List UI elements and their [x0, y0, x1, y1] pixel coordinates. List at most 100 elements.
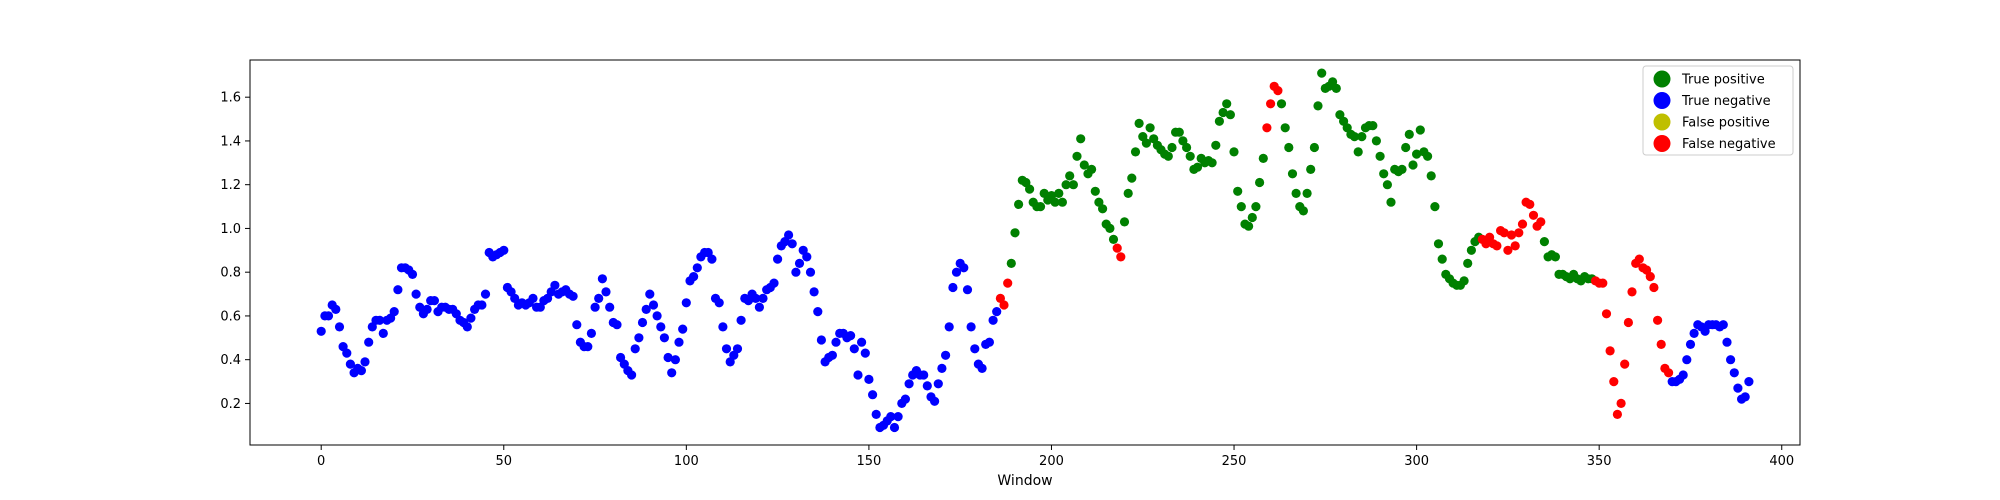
point-true-negative	[1682, 355, 1692, 365]
point-true-positive	[1218, 107, 1228, 118]
point-true-positive	[1382, 180, 1392, 190]
point-true-positive	[1466, 245, 1476, 255]
x-tick-label: 50	[495, 454, 512, 469]
point-true-negative	[422, 304, 432, 314]
point-true-positive	[1371, 136, 1381, 146]
point-false-negative	[1262, 123, 1272, 133]
point-true-positive	[1386, 197, 1396, 207]
point-true-negative	[331, 304, 341, 314]
legend-label: True negative	[1681, 94, 1771, 109]
point-true-positive	[1463, 258, 1473, 268]
point-true-negative	[831, 337, 841, 347]
point-false-negative	[1623, 317, 1633, 328]
point-true-positive	[1397, 164, 1407, 174]
point-true-negative	[791, 267, 801, 277]
point-false-negative	[1627, 287, 1637, 297]
point-true-negative	[773, 254, 783, 264]
point-true-negative	[681, 298, 691, 308]
point-true-negative	[462, 322, 472, 332]
point-true-positive	[1459, 276, 1469, 286]
point-true-negative	[813, 307, 823, 317]
point-true-positive	[1079, 160, 1089, 170]
x-tick-label: 300	[1404, 454, 1429, 469]
point-true-negative	[356, 366, 366, 376]
point-true-negative	[787, 239, 797, 249]
point-true-positive	[1284, 142, 1294, 153]
x-tick-label: 150	[856, 454, 881, 469]
point-true-negative	[827, 350, 838, 360]
y-axis: 0.2 0.4 0.6 0.8 1.0 1.2 1.4 1.6	[220, 91, 250, 412]
point-false-negative	[1514, 228, 1524, 238]
point-true-negative	[378, 328, 388, 338]
point-true-negative	[1744, 377, 1754, 387]
point-true-negative	[1722, 337, 1732, 347]
point-true-negative	[411, 289, 421, 299]
point-true-positive	[1182, 142, 1192, 153]
point-true-negative	[670, 355, 681, 365]
point-true-negative	[648, 300, 659, 310]
point-true-negative	[572, 320, 582, 330]
y-tick-label: 0.8	[220, 266, 241, 281]
y-tick-label: 1.2	[220, 178, 241, 193]
point-true-positive	[1539, 237, 1549, 247]
point-true-positive	[1276, 99, 1287, 109]
point-true-negative	[678, 324, 688, 334]
point-true-negative	[849, 344, 859, 354]
point-true-negative	[375, 315, 385, 325]
point-false-negative	[1536, 217, 1546, 227]
point-false-negative	[1605, 346, 1615, 356]
y-tick-label: 0.2	[220, 397, 241, 412]
point-true-negative	[627, 370, 637, 380]
point-true-negative	[597, 274, 608, 284]
point-false-negative	[1620, 359, 1630, 369]
point-true-negative	[864, 374, 874, 384]
point-true-negative	[1740, 392, 1750, 402]
point-true-negative	[641, 304, 651, 314]
point-true-negative	[962, 285, 973, 295]
point-true-negative	[601, 287, 611, 297]
point-true-negative	[323, 311, 334, 321]
x-axis-label: Window	[997, 473, 1052, 489]
point-true-positive	[1349, 132, 1360, 142]
point-true-positive	[1192, 162, 1203, 172]
point-true-negative	[919, 370, 929, 380]
x-tick-label: 200	[1039, 454, 1064, 469]
point-true-positive	[1404, 129, 1414, 139]
point-true-negative	[751, 293, 761, 303]
point-false-negative	[1116, 252, 1126, 262]
point-true-negative	[1685, 339, 1696, 349]
point-false-negative	[1634, 254, 1644, 264]
point-true-positive	[1108, 234, 1119, 244]
point-true-negative	[816, 335, 827, 345]
point-true-positive	[1141, 138, 1151, 148]
point-true-positive	[1317, 68, 1327, 78]
point-true-negative	[754, 302, 765, 312]
point-true-positive	[1408, 160, 1418, 170]
point-false-negative	[1653, 315, 1663, 325]
point-true-negative	[1726, 355, 1736, 365]
point-true-negative	[937, 363, 947, 373]
point-true-positive	[1105, 223, 1115, 233]
point-false-negative	[1656, 339, 1666, 349]
point-true-negative	[663, 352, 673, 363]
point-true-negative	[594, 293, 604, 303]
point-true-positive	[1306, 164, 1316, 174]
point-true-negative	[860, 348, 870, 358]
point-true-positive	[1313, 101, 1323, 111]
point-true-positive	[1423, 151, 1433, 161]
point-false-negative	[999, 300, 1009, 310]
point-true-negative	[846, 331, 856, 341]
point-true-positive	[1174, 127, 1184, 137]
x-tick-label: 0	[317, 454, 325, 469]
point-true-negative	[692, 263, 702, 273]
point-true-positive	[1415, 125, 1425, 135]
point-true-negative	[667, 368, 677, 378]
point-true-negative	[984, 337, 995, 347]
point-true-negative	[316, 326, 326, 336]
y-tick-label: 0.6	[220, 309, 241, 324]
point-true-negative	[977, 363, 987, 373]
point-false-negative	[1273, 86, 1283, 96]
point-true-negative	[637, 317, 648, 328]
x-tick-label: 250	[1222, 454, 1247, 469]
